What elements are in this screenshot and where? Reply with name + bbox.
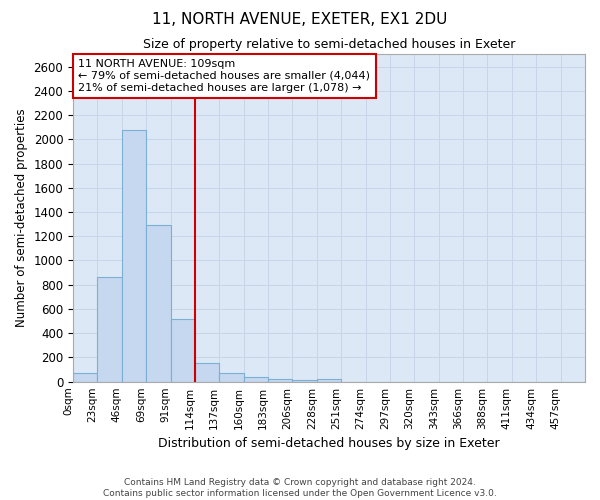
- Bar: [244, 378, 268, 382]
- Bar: [268, 378, 292, 382]
- Title: Size of property relative to semi-detached houses in Exeter: Size of property relative to semi-detach…: [143, 38, 515, 51]
- Bar: [97, 278, 122, 382]
- X-axis label: Distribution of semi-detached houses by size in Exeter: Distribution of semi-detached houses by …: [158, 437, 500, 450]
- Text: 11 NORTH AVENUE: 109sqm
← 79% of semi-detached houses are smaller (4,044)
21% of: 11 NORTH AVENUE: 109sqm ← 79% of semi-de…: [78, 60, 370, 92]
- Bar: [220, 373, 244, 382]
- Bar: [122, 130, 146, 382]
- Bar: [170, 318, 195, 382]
- Bar: [73, 372, 97, 382]
- Bar: [195, 363, 220, 382]
- Bar: [292, 380, 317, 382]
- Y-axis label: Number of semi-detached properties: Number of semi-detached properties: [15, 109, 28, 328]
- Text: 11, NORTH AVENUE, EXETER, EX1 2DU: 11, NORTH AVENUE, EXETER, EX1 2DU: [152, 12, 448, 28]
- Text: Contains HM Land Registry data © Crown copyright and database right 2024.
Contai: Contains HM Land Registry data © Crown c…: [103, 478, 497, 498]
- Bar: [317, 378, 341, 382]
- Bar: [146, 226, 170, 382]
